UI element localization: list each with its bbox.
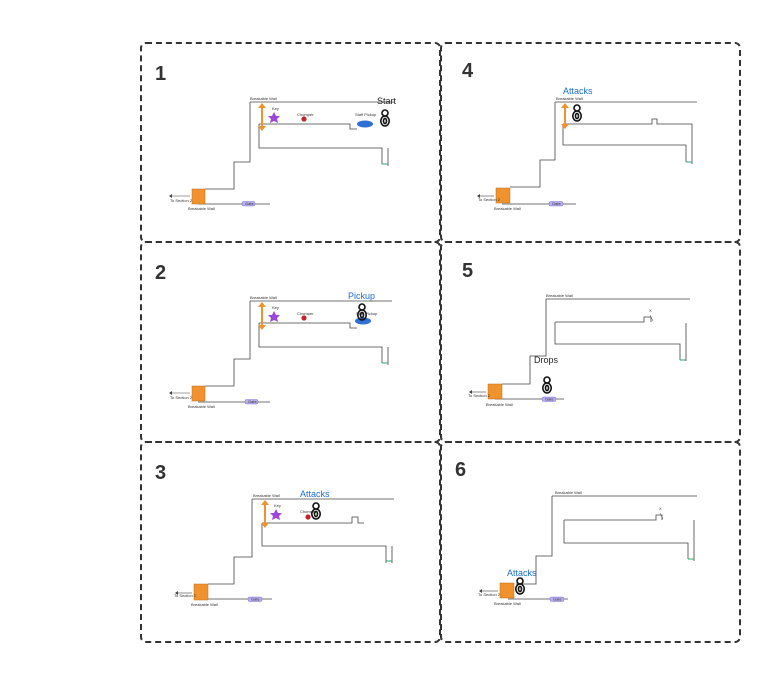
key-star-icon (270, 509, 282, 520)
gate-icon (247, 596, 263, 602)
breakable-wall-label-2: Breakable Wall (188, 404, 215, 409)
exit-arrow-head-icon (169, 391, 172, 395)
exit-arrow-head-icon (175, 591, 178, 595)
staff-pickup-icon (357, 120, 373, 128)
panel-3: 3 Breakable Wall Key Chomper Attacks To … (140, 441, 441, 643)
gate-icon (241, 201, 256, 207)
panel-caption: Start (377, 96, 397, 106)
to-section-label: To Section 2 (478, 592, 501, 597)
breakable-wall-icon (258, 302, 266, 330)
x-mark-pointer (659, 512, 664, 520)
box-square-icon (193, 583, 209, 601)
player-ring-icon (572, 104, 583, 122)
key-label: Key (274, 503, 281, 508)
breakable-wall-icon (561, 103, 569, 129)
level-map (198, 101, 394, 205)
breakable-wall-label-2: Breakable Wall (188, 206, 215, 211)
panel-number: 6 (455, 459, 466, 481)
gate-label: Gate (545, 397, 554, 402)
panel-number: 1 (155, 63, 166, 85)
x-mark-label: X (649, 308, 652, 313)
to-section-label: To Section 2 (468, 393, 491, 398)
panel-1: 1 Breakable Wall Key Chomper Staff Picku… (140, 42, 441, 243)
panel-number: 5 (462, 260, 473, 282)
panel-caption: Attacks (300, 489, 330, 499)
gate-label: Gate (248, 399, 257, 404)
x-mark-pointer (649, 314, 654, 322)
key-star-icon (268, 311, 280, 322)
breakable-wall-label: Breakable Wall (253, 493, 280, 498)
staff-pickup-label: Staff Pickup (356, 311, 378, 316)
to-section-label: To Section 2 (174, 593, 197, 598)
panel-6: 6 Breakable Wall X Attacks To Section 2 … (440, 441, 741, 643)
breakable-wall-icon (261, 500, 269, 528)
box-square-icon (487, 383, 503, 400)
box-square-icon (191, 188, 206, 205)
exit-arrow-head-icon (479, 589, 482, 593)
gate-label: Gate (245, 201, 254, 206)
chomper-dot-icon (301, 315, 307, 321)
panel-number: 2 (155, 262, 166, 284)
panel-caption: Pickup (348, 291, 375, 301)
key-label: Key (272, 106, 279, 111)
exit-arrow-head-icon (477, 194, 480, 198)
level-map (495, 298, 690, 400)
box-square-icon (191, 385, 206, 402)
player-ring-icon (542, 376, 553, 394)
panel-number: 4 (462, 60, 474, 82)
panel-caption: Attacks (563, 86, 593, 96)
gate-icon (549, 596, 565, 602)
box-square-icon (495, 187, 511, 204)
to-section-label: To Section 2 (170, 198, 193, 203)
exit-arrow-head-icon (169, 194, 172, 198)
staff-pickup-label: Staff Pickup (355, 112, 377, 117)
gate-label: Gate (553, 597, 562, 602)
player-ring-icon (515, 577, 526, 595)
box-square-icon (499, 582, 515, 599)
breakable-wall-label: Breakable Wall (250, 295, 277, 300)
gate-label: Gate (552, 201, 561, 206)
panel-4: 4 Breakable Wall Attacks To Section 2 Br… (440, 42, 741, 243)
panel-5: 5 Breakable Wall X Drops To Section 2 Br… (440, 241, 741, 443)
gate-label: Gate (251, 597, 260, 602)
key-label: Key (272, 305, 279, 310)
level-map (502, 101, 697, 205)
gate-icon (548, 201, 564, 207)
level-map (508, 495, 697, 600)
breakable-wall-label: Breakable Wall (546, 293, 573, 298)
panel-caption: Attacks (507, 568, 537, 578)
key-star-icon (268, 112, 280, 123)
breakable-wall-label: Breakable Wall (556, 96, 583, 101)
chomper-label: Chomper (297, 112, 314, 117)
exit-arrow-head-icon (469, 390, 472, 394)
to-section-label: To Section 2 (478, 197, 501, 202)
chomper-label: Chomper (297, 311, 314, 316)
to-section-label: To Section 2 (170, 395, 193, 400)
breakable-wall-label-2: Breakable Wall (494, 206, 521, 211)
player-ring-icon (380, 109, 391, 127)
chomper-dot-icon (305, 514, 311, 520)
breakable-wall-label: Breakable Wall (250, 96, 277, 101)
player-ring-icon (311, 502, 322, 520)
gate-icon (541, 396, 557, 402)
staff-pickup-icon (355, 317, 371, 325)
chomper-label: Chomper (300, 509, 317, 514)
breakable-wall-label-2: Breakable Wall (494, 601, 521, 606)
panel-caption: Drops (534, 355, 559, 365)
breakable-wall-label: Breakable Wall (555, 490, 582, 495)
chomper-dot-icon (301, 116, 307, 122)
panel-2: 2 Breakable Wall Key Chomper Staff Picku… (140, 241, 441, 443)
panel-number: 3 (155, 462, 166, 484)
gate-icon (244, 399, 259, 405)
level-map (200, 498, 394, 600)
breakable-wall-label-2: Breakable Wall (191, 602, 218, 607)
player-ring-icon (357, 303, 368, 321)
breakable-wall-label-2: Breakable Wall (486, 402, 513, 407)
breakable-wall-icon (258, 103, 266, 131)
x-mark-label: X (659, 506, 662, 511)
